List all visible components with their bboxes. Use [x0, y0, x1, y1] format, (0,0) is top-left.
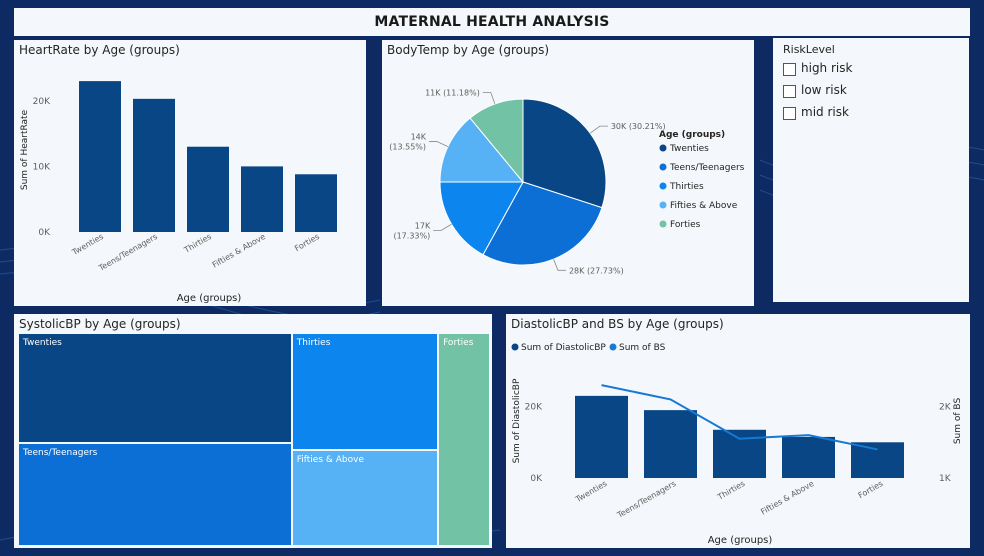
- bodytemp-chart: 30K (30.21%) 28K (27.73%) 17K (17.33%) 14K (1…: [389, 89, 745, 276]
- bodytemp-chart-panel[interactable]: BodyTemp by Age (groups) 30K (30.21%) 28K…: [382, 40, 754, 306]
- slice-label: 28K (27.73%): [569, 266, 624, 275]
- treemap-cell-label: Thirties: [296, 338, 331, 348]
- pie-slice[interactable]: [522, 98, 607, 209]
- bar[interactable]: [295, 174, 337, 232]
- pie-slice[interactable]: [439, 181, 524, 256]
- legend-item[interactable]: Twenties: [669, 144, 709, 154]
- x-axis-title: Age (groups): [177, 293, 242, 304]
- report-title-bar: MATERNAL HEALTH ANALYSIS: [14, 8, 970, 36]
- heartrate-chart-panel[interactable]: HeartRate by Age (groups) 0K 10K 20K Twenti…: [14, 40, 366, 306]
- diastolic-chart-panel[interactable]: DiastolicBP and BS by Age (groups) Sum o…: [506, 314, 970, 548]
- leader-line: [429, 141, 449, 148]
- x-tick-label: Thirties: [715, 479, 746, 502]
- pie-slice[interactable]: [439, 117, 525, 183]
- y-left-tick-label: 0K: [530, 474, 543, 484]
- bar[interactable]: [241, 166, 283, 232]
- x-tick-label: Teens/Teenagers: [615, 479, 678, 520]
- x-tick-label: Fifties & Above: [211, 232, 267, 270]
- diastolic-chart-title: DiastolicBP and BS by Age (groups): [511, 317, 724, 331]
- risk-option-label: high risk: [801, 61, 853, 75]
- legend-item[interactable]: Sum of DiastolicBP: [521, 343, 606, 353]
- bar[interactable]: [187, 146, 229, 232]
- x-tick-label: Thirties: [182, 232, 213, 255]
- treemap-cell[interactable]: Fifties & Above: [291, 449, 439, 546]
- treemap-cell-label: Forties: [443, 338, 474, 348]
- slice-label: 11K (11.18%): [425, 89, 480, 98]
- x-axis-title: Age (groups): [708, 535, 773, 546]
- heartrate-chart-title: HeartRate by Age (groups): [19, 43, 180, 57]
- treemap-cell-label: Teens/Teenagers: [23, 448, 98, 459]
- x-tick-label: Twenties: [70, 232, 105, 258]
- slice-label: 30K (30.21%): [611, 122, 666, 131]
- bar[interactable]: [79, 81, 121, 232]
- x-tick-label: Teens/Teenagers: [96, 232, 159, 273]
- risk-level-title: RiskLevel: [783, 43, 835, 56]
- legend-marker: [659, 201, 667, 209]
- leader-line: [589, 125, 608, 134]
- systolic-chart-panel[interactable]: SystolicBP by Age (groups) Twenties Teens…: [14, 314, 492, 548]
- report-title: MATERNAL HEALTH ANALYSIS: [374, 14, 610, 30]
- treemap-cell-label: Twenties: [23, 338, 62, 348]
- x-tick-label: Forties: [293, 232, 321, 253]
- y-right-axis-title: Sum of BS: [953, 398, 963, 445]
- slice-label: 14K (13.55%): [389, 133, 426, 152]
- y-tick-label: 20K: [33, 97, 51, 107]
- diastolic-bs-chart: Sum of DiastolicBP Sum of BS 0K 20K 1K 2K Twen…: [511, 343, 963, 546]
- bar[interactable]: [133, 98, 175, 232]
- bar[interactable]: [782, 436, 835, 478]
- x-tick-label: Forties: [857, 479, 885, 500]
- legend-item[interactable]: Forties: [670, 220, 701, 230]
- legend-marker: [659, 163, 667, 171]
- legend-item[interactable]: Thirties: [669, 182, 704, 192]
- treemap-cell[interactable]: Forties: [438, 333, 490, 546]
- risk-option-label: low risk: [801, 83, 847, 97]
- y-right-tick-label: 2K: [939, 403, 952, 413]
- treemap-cell[interactable]: Thirties: [291, 333, 439, 450]
- bs-line[interactable]: [601, 384, 878, 451]
- legend-marker: [511, 343, 519, 351]
- y-left-tick-label: 20K: [525, 403, 543, 413]
- y-tick-label: 10K: [33, 162, 51, 172]
- leader-line: [553, 259, 566, 271]
- checkbox[interactable]: [783, 107, 796, 120]
- y-tick-label: 0K: [38, 228, 51, 238]
- treemap-cell-label: Fifties & Above: [296, 454, 365, 465]
- bar[interactable]: [575, 395, 628, 478]
- legend-marker: [609, 343, 617, 351]
- systolic-treemap: Twenties Teens/Teenagers Thirties Fifties &…: [18, 333, 490, 546]
- checkbox[interactable]: [783, 63, 796, 76]
- treemap-cell[interactable]: Teens/Teenagers: [18, 443, 292, 546]
- risk-level-slicer: RiskLevel high risk low risk mid risk: [773, 38, 969, 302]
- bar[interactable]: [644, 410, 697, 478]
- bar[interactable]: [851, 442, 904, 478]
- treemap-cell[interactable]: Twenties: [18, 333, 292, 444]
- y-axis-title: Sum of HeartRate: [20, 109, 30, 190]
- y-left-axis-title: Sum of DiastolicBP: [512, 378, 522, 463]
- x-tick-label: Fifties & Above: [759, 479, 815, 517]
- legend-marker: [659, 182, 667, 190]
- systolic-chart-title: SystolicBP by Age (groups): [19, 317, 181, 331]
- leader-line: [482, 92, 496, 105]
- leader-line: [433, 223, 452, 231]
- legend-marker: [659, 220, 667, 228]
- legend-marker: [659, 144, 667, 152]
- slice-label: 17K (17.33%): [393, 221, 430, 240]
- y-right-tick-label: 1K: [939, 474, 952, 484]
- x-tick-label: Twenties: [573, 479, 608, 505]
- risk-option-label: mid risk: [801, 105, 849, 119]
- legend-item[interactable]: Fifties & Above: [670, 201, 738, 211]
- legend-item[interactable]: Teens/Teenagers: [669, 163, 745, 173]
- legend-title: Age (groups): [659, 130, 725, 140]
- checkbox[interactable]: [783, 85, 796, 98]
- bodytemp-chart-title: BodyTemp by Age (groups): [387, 43, 550, 57]
- legend-item[interactable]: Sum of BS: [619, 343, 666, 353]
- pie-slice[interactable]: [482, 181, 603, 266]
